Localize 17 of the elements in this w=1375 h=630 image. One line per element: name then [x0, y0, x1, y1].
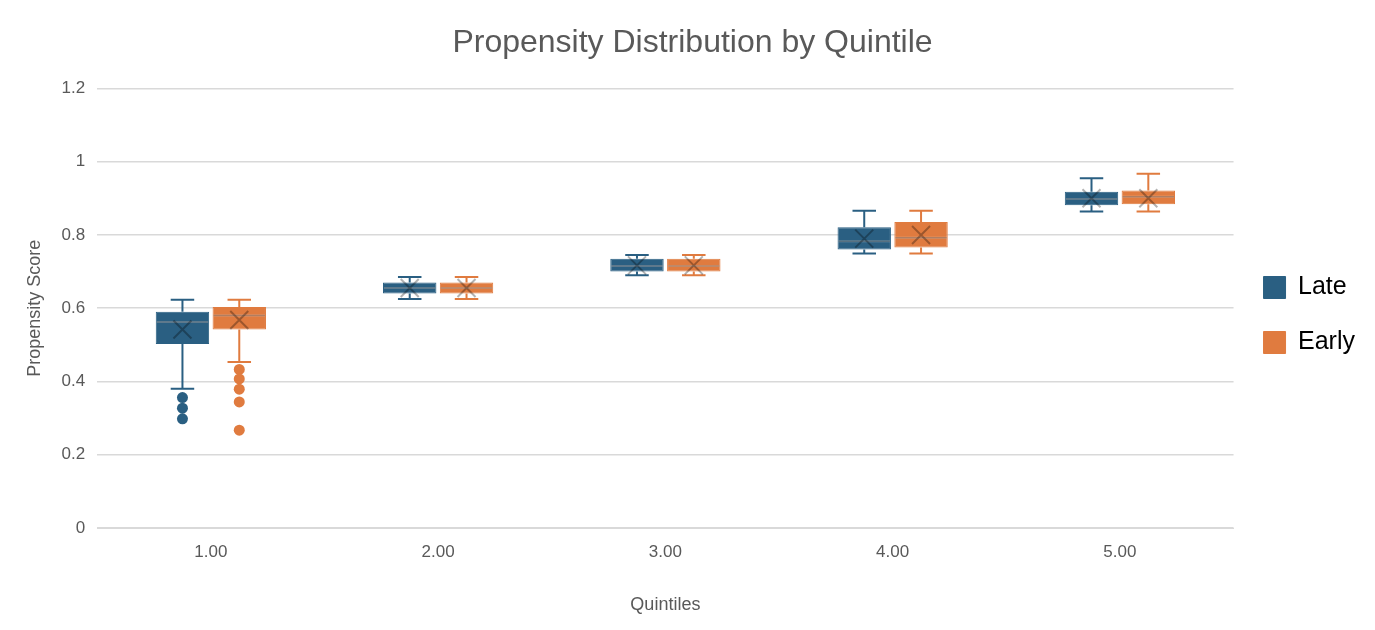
y-tick-label: 0.2 — [61, 444, 86, 464]
x-axis-title: Quintiles — [630, 594, 701, 615]
y-tick-label: 0 — [75, 517, 86, 537]
x-tick-label: 3.00 — [648, 541, 682, 561]
legend-label: Early — [1298, 326, 1356, 355]
y-tick-label: 1 — [75, 151, 86, 171]
x-tick-label: 4.00 — [876, 541, 910, 561]
y-tick-label: 0.8 — [61, 224, 86, 244]
y-tick-label: 0.4 — [61, 371, 86, 391]
legend-label: Late — [1298, 271, 1347, 300]
y-tick-label: 1.2 — [61, 78, 86, 98]
x-tick-label: 5.00 — [1103, 541, 1137, 561]
x-tick-label: 2.00 — [421, 541, 455, 561]
chart-title: Propensity Distribution by Quintile — [452, 23, 933, 60]
x-tick-label: 1.00 — [194, 541, 228, 561]
y-axis-title: Propensity Score — [23, 239, 44, 377]
y-tick-label: 0.6 — [61, 297, 86, 317]
